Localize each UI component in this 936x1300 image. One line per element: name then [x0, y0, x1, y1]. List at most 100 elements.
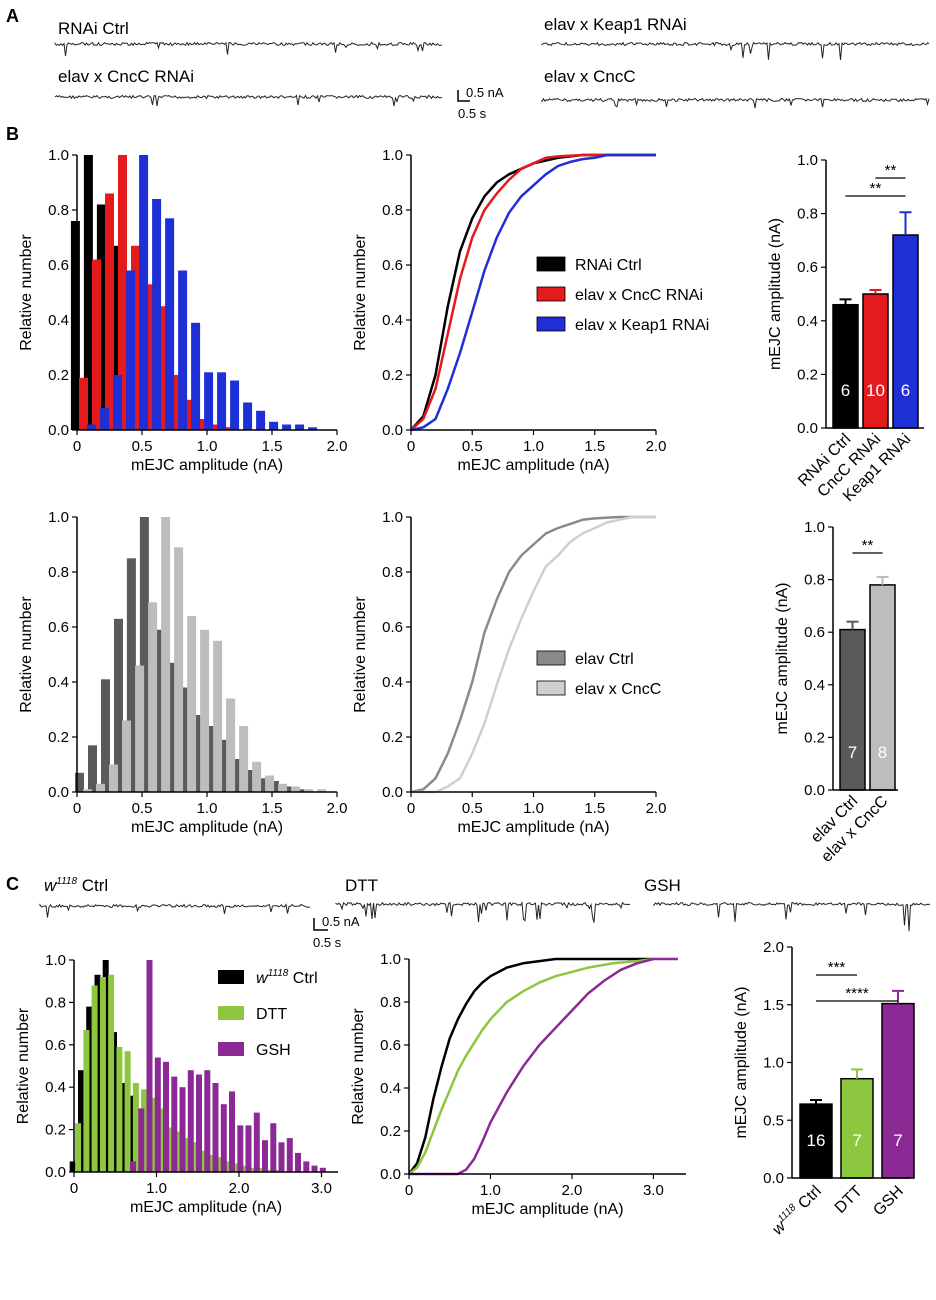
histogram-bar	[295, 1152, 301, 1172]
x-axis-label: mEJC amplitude (nA)	[457, 819, 609, 836]
y-tick-label: 0.4	[48, 312, 69, 329]
histogram-bar	[295, 424, 305, 430]
category-label: w1118 Ctrl	[768, 1181, 825, 1238]
histogram-bar	[132, 1083, 139, 1172]
histogram-bar	[217, 739, 227, 793]
y-tick-label: 0.4	[797, 313, 818, 330]
cumulative-line	[408, 957, 654, 1175]
y-tick-label: 1.0	[763, 1055, 784, 1072]
y-tick-label: 0.5	[763, 1112, 784, 1129]
y-tick-label: 0.6	[804, 624, 825, 641]
y-tick-label: 0.0	[382, 784, 403, 801]
histogram-bar	[229, 1091, 235, 1172]
histogram-bar	[152, 629, 162, 793]
y-tick-label: 0.0	[45, 1164, 66, 1181]
y-tick-label: 0.0	[797, 420, 818, 437]
histogram-bar	[83, 1030, 90, 1172]
y-tick-label: 0.4	[382, 674, 403, 691]
x-tick-label: 1.5	[262, 438, 283, 455]
legend-swatch	[536, 286, 566, 302]
y-tick-label: 2.0	[763, 939, 784, 956]
y-tick-label: 0.2	[48, 729, 69, 746]
histogram-bar	[75, 772, 84, 793]
histogram-bar	[79, 377, 88, 431]
trace-gsh	[653, 901, 931, 932]
trace-label-keap1-rnai: elav x Keap1 RNAi	[544, 15, 687, 34]
histogram-bar	[213, 640, 223, 793]
histogram-bar	[144, 284, 153, 431]
x-axis-label: mEJC amplitude (nA)	[131, 457, 283, 474]
histogram-bar	[303, 1161, 310, 1172]
histogram-bar	[118, 155, 127, 430]
summary-bar	[862, 293, 889, 429]
histogram-bar	[183, 399, 192, 431]
y-axis-label: mEJC amplitude (nA)	[767, 218, 784, 370]
histogram-bar	[139, 155, 149, 430]
legend-label: elav Ctrl	[575, 651, 634, 668]
y-tick-label: 0.8	[797, 206, 818, 223]
x-tick-label: 0	[73, 800, 81, 817]
legend-label: elav x Keap1 RNAi	[575, 317, 709, 334]
y-tick-label: 1.0	[382, 147, 403, 164]
trace-label-gsh: GSH	[644, 876, 681, 895]
y-tick-label: 0.2	[382, 729, 403, 746]
histogram-bar	[282, 424, 292, 430]
histogram-bar	[100, 408, 110, 430]
x-tick-label: 0.5	[132, 438, 153, 455]
y-tick-label: 1.0	[45, 952, 66, 969]
sample-size-label: 8	[878, 743, 887, 762]
histogram-bar	[191, 715, 201, 792]
y-tick-label: 0.4	[380, 1080, 401, 1097]
histogram-bar	[138, 1108, 145, 1172]
sample-size-label: 16	[807, 1131, 826, 1150]
cumulative-line	[408, 957, 654, 1175]
y-tick-label: 0.2	[382, 367, 403, 384]
histogram-bar	[196, 1074, 202, 1172]
x-tick-label: 1.5	[584, 800, 605, 817]
category-label: DTT	[832, 1183, 866, 1217]
x-tick-label: 2.0	[562, 1182, 583, 1199]
y-tick-label: 0.8	[45, 994, 66, 1011]
y-tick-label: 0.6	[48, 619, 69, 636]
y-axis-label: Relative number	[352, 234, 369, 351]
histogram-bar	[304, 789, 314, 793]
legend-label: w1118 Ctrl	[256, 968, 318, 987]
histogram-bar	[187, 616, 197, 792]
histogram-bar	[179, 1087, 186, 1172]
y-tick-label: 0.0	[380, 1166, 401, 1183]
cumulative-line	[410, 153, 656, 432]
chart-b-cumulative-cncc: 0.0 0.2 0.4 0.6 0.8 1.0 0 0.5 1.0 1.5 2.0 Relative …	[352, 509, 666, 836]
histogram-bar	[88, 745, 97, 793]
histogram-bar	[308, 427, 318, 431]
histogram-bar	[131, 245, 140, 431]
y-tick-label: 0.4	[45, 1079, 66, 1096]
svg-text:0.5 s: 0.5 s	[458, 106, 487, 121]
y-axis-label: Relative number	[18, 234, 35, 351]
histogram-bar	[75, 1123, 82, 1172]
histogram-bar	[204, 1070, 211, 1172]
legend-swatch	[536, 650, 566, 666]
legend-swatch	[218, 970, 244, 984]
panel-label-c: C	[6, 874, 19, 894]
histogram-bar	[319, 1167, 326, 1172]
histogram-bar	[96, 783, 105, 793]
y-tick-label: 1.0	[804, 519, 825, 536]
x-tick-label: 1.0	[523, 438, 544, 455]
histogram-bar	[101, 679, 110, 793]
histogram-bar	[252, 761, 262, 793]
histogram-bar	[109, 764, 118, 792]
histogram-bar	[108, 974, 115, 1172]
cumulative-line	[410, 153, 656, 431]
histogram-bar	[265, 775, 275, 792]
trace-label-cncc: elav x CncC	[544, 67, 636, 86]
histogram-bar	[200, 629, 210, 793]
y-tick-label: 0.0	[804, 782, 825, 799]
summary-bar	[799, 1103, 833, 1179]
histogram-bar	[161, 517, 171, 792]
histogram-bar	[91, 985, 98, 1172]
histogram-bar	[256, 778, 266, 793]
histogram-bar	[187, 1070, 194, 1172]
panel-label-a: A	[6, 6, 19, 26]
